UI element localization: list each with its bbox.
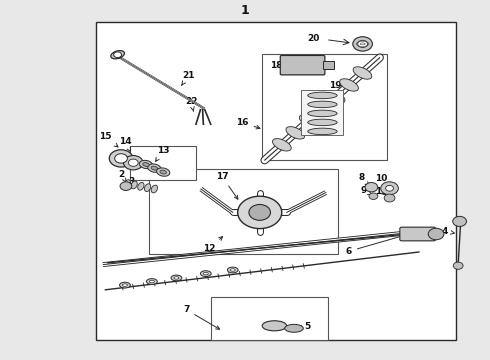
Circle shape bbox=[384, 194, 395, 202]
Ellipse shape bbox=[147, 164, 161, 172]
Text: 18: 18 bbox=[270, 61, 288, 70]
Text: 9: 9 bbox=[360, 186, 372, 195]
Ellipse shape bbox=[120, 282, 130, 288]
Ellipse shape bbox=[326, 91, 345, 103]
Text: 21: 21 bbox=[182, 71, 195, 85]
Ellipse shape bbox=[160, 170, 167, 174]
Text: 13: 13 bbox=[156, 146, 170, 161]
Text: 11: 11 bbox=[375, 187, 388, 196]
FancyBboxPatch shape bbox=[280, 55, 325, 75]
Ellipse shape bbox=[299, 114, 318, 127]
Ellipse shape bbox=[313, 103, 332, 115]
Ellipse shape bbox=[203, 273, 208, 275]
FancyBboxPatch shape bbox=[400, 227, 436, 241]
Ellipse shape bbox=[308, 128, 337, 135]
Circle shape bbox=[365, 183, 378, 192]
Bar bbox=[211, 297, 328, 340]
Circle shape bbox=[128, 159, 138, 166]
Ellipse shape bbox=[171, 275, 182, 281]
Ellipse shape bbox=[151, 166, 158, 170]
Text: 16: 16 bbox=[236, 118, 260, 129]
Ellipse shape bbox=[111, 51, 124, 59]
Ellipse shape bbox=[131, 181, 137, 189]
Text: 15: 15 bbox=[99, 132, 118, 147]
Ellipse shape bbox=[138, 183, 144, 190]
Bar bbox=[130, 146, 196, 180]
Text: 1: 1 bbox=[241, 4, 249, 17]
Text: 14: 14 bbox=[119, 137, 131, 152]
Ellipse shape bbox=[286, 127, 305, 139]
Text: 4: 4 bbox=[441, 227, 454, 236]
Ellipse shape bbox=[143, 163, 149, 166]
Ellipse shape bbox=[156, 168, 170, 176]
Text: 19: 19 bbox=[325, 81, 342, 98]
Ellipse shape bbox=[308, 101, 337, 108]
Circle shape bbox=[381, 182, 398, 195]
Text: 10: 10 bbox=[374, 175, 388, 188]
Text: 5: 5 bbox=[298, 323, 311, 331]
Ellipse shape bbox=[308, 110, 337, 117]
Ellipse shape bbox=[272, 139, 291, 151]
Circle shape bbox=[120, 182, 132, 190]
Text: 6: 6 bbox=[346, 234, 408, 256]
Bar bbox=[301, 90, 343, 135]
Ellipse shape bbox=[353, 67, 372, 79]
Ellipse shape bbox=[308, 119, 337, 126]
Text: 3: 3 bbox=[128, 177, 134, 186]
Bar bbox=[262, 54, 387, 160]
Text: 8: 8 bbox=[359, 173, 369, 186]
Ellipse shape bbox=[151, 185, 157, 193]
Circle shape bbox=[109, 150, 133, 167]
Ellipse shape bbox=[227, 267, 238, 273]
Ellipse shape bbox=[145, 184, 151, 192]
Ellipse shape bbox=[149, 280, 154, 283]
Ellipse shape bbox=[285, 324, 303, 332]
Circle shape bbox=[114, 52, 122, 58]
Text: 12: 12 bbox=[203, 237, 222, 253]
Circle shape bbox=[453, 262, 463, 269]
Circle shape bbox=[115, 154, 127, 163]
Ellipse shape bbox=[200, 271, 211, 276]
Text: 2: 2 bbox=[119, 170, 126, 182]
Ellipse shape bbox=[262, 321, 287, 331]
Circle shape bbox=[428, 228, 444, 240]
Bar bbox=[323, 61, 334, 69]
Circle shape bbox=[453, 216, 466, 226]
Ellipse shape bbox=[139, 160, 153, 169]
Bar bbox=[96, 22, 456, 340]
Ellipse shape bbox=[308, 92, 337, 99]
Text: 17: 17 bbox=[216, 172, 238, 199]
Circle shape bbox=[249, 204, 270, 220]
Ellipse shape bbox=[174, 276, 179, 279]
Ellipse shape bbox=[230, 269, 235, 271]
Circle shape bbox=[123, 156, 143, 170]
Circle shape bbox=[353, 37, 372, 51]
Ellipse shape bbox=[340, 79, 358, 91]
Ellipse shape bbox=[122, 284, 127, 287]
Ellipse shape bbox=[124, 180, 130, 188]
Circle shape bbox=[369, 193, 378, 199]
Circle shape bbox=[358, 40, 368, 48]
Text: 20: 20 bbox=[307, 34, 320, 43]
Bar bbox=[149, 169, 338, 254]
Text: 7: 7 bbox=[183, 305, 220, 329]
Circle shape bbox=[238, 196, 282, 229]
Circle shape bbox=[386, 185, 393, 191]
Ellipse shape bbox=[147, 279, 157, 284]
Text: 22: 22 bbox=[185, 97, 197, 112]
